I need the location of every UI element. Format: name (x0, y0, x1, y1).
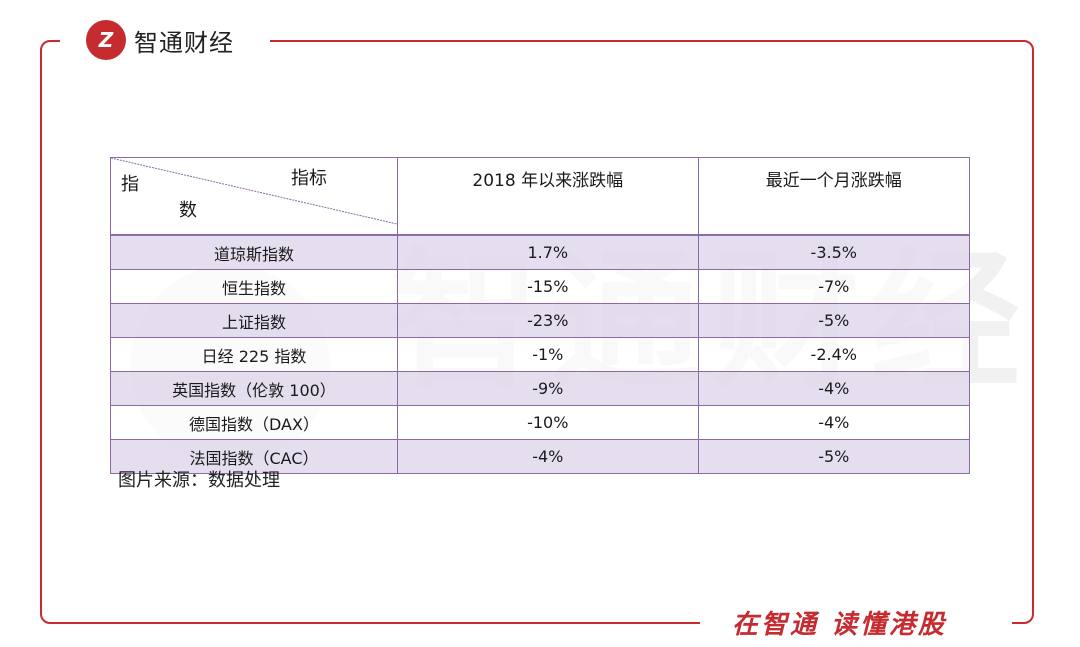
content-frame (40, 40, 1034, 624)
header-month: 最近一个月涨跌幅 (697, 157, 971, 236)
index-name: 德国指数（DAX） (110, 405, 398, 440)
ytd-change: -9% (397, 371, 699, 406)
month-change: -3.5% (697, 234, 971, 270)
ytd-change: -4% (397, 439, 699, 474)
image-source-note: 图片来源：数据处理 (118, 470, 280, 491)
index-name: 上证指数 (110, 303, 398, 338)
index-name: 日经 225 指数 (110, 337, 398, 372)
table-row: 恒生指数 -15% -7% (110, 269, 971, 304)
table-corner-cell: 指 指标 数 (110, 157, 398, 236)
corner-diagonal (111, 158, 397, 225)
ytd-change: -10% (397, 405, 699, 440)
table-row: 日经 225 指数 -1% -2.4% (110, 337, 971, 372)
table-row: 法国指数（CAC） -4% -5% (110, 439, 971, 474)
corner-label-left: 指 (121, 174, 139, 195)
frame-gap-bottom (700, 612, 1012, 638)
ytd-change: -23% (397, 303, 699, 338)
table-row: 道琼斯指数 1.7% -3.5% (110, 234, 971, 270)
month-change: -4% (697, 405, 971, 440)
ytd-change: 1.7% (397, 234, 699, 270)
month-change: -4% (697, 371, 971, 406)
corner-label-right: 指标 (291, 168, 327, 189)
ytd-change: -15% (397, 269, 699, 304)
corner-label-bottom: 数 (179, 200, 197, 221)
logo-mark-icon: Z (86, 20, 126, 60)
month-change: -2.4% (697, 337, 971, 372)
table-row: 德国指数（DAX） -10% -4% (110, 405, 971, 440)
month-change: -5% (697, 439, 971, 474)
brand-logo: Z 智通财经 (86, 20, 234, 60)
month-change: -5% (697, 303, 971, 338)
table-row: 英国指数（伦敦 100） -9% -4% (110, 371, 971, 406)
brand-slogan: 在智通 读懂港股 (732, 610, 948, 640)
index-name: 道琼斯指数 (110, 234, 398, 270)
index-performance-table: 指 指标 数 2018 年以来涨跌幅 最近一个月涨跌幅 道琼斯指数 1.7% -… (110, 157, 971, 474)
month-change: -7% (697, 269, 971, 304)
table-row: 上证指数 -23% -5% (110, 303, 971, 338)
index-name: 恒生指数 (110, 269, 398, 304)
header-ytd: 2018 年以来涨跌幅 (397, 157, 699, 236)
ytd-change: -1% (397, 337, 699, 372)
table-header-row: 指 指标 数 2018 年以来涨跌幅 最近一个月涨跌幅 (110, 157, 971, 236)
index-name: 法国指数（CAC） (110, 439, 398, 474)
index-name: 英国指数（伦敦 100） (110, 371, 398, 406)
brand-name: 智通财经 (134, 28, 234, 57)
